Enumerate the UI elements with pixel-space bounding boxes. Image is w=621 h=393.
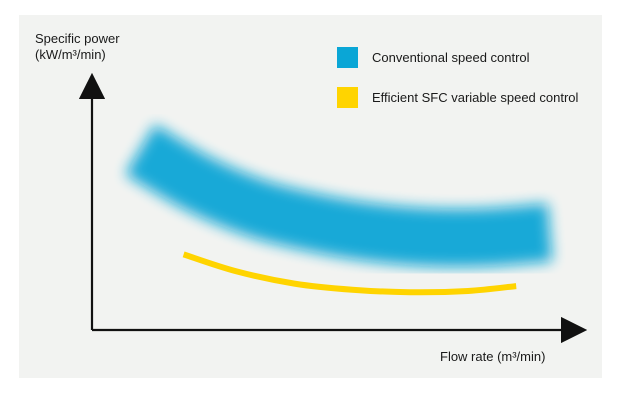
y-axis-label-line2: (kW/m³/min) (35, 47, 106, 62)
legend-swatch-conventional (337, 47, 358, 68)
series-layer (125, 124, 553, 296)
series-band-conventional (125, 124, 553, 267)
series-line-efficient (182, 251, 517, 296)
legend-label-efficient: Efficient SFC variable speed control (372, 90, 579, 105)
x-axis-label: Flow rate (m³/min) (440, 349, 545, 364)
legend-swatch-efficient (337, 87, 358, 108)
legend: Conventional speed control Efficient SFC… (337, 47, 579, 108)
y-axis-label-line1: Specific power (35, 31, 120, 46)
legend-label-conventional: Conventional speed control (372, 50, 530, 65)
